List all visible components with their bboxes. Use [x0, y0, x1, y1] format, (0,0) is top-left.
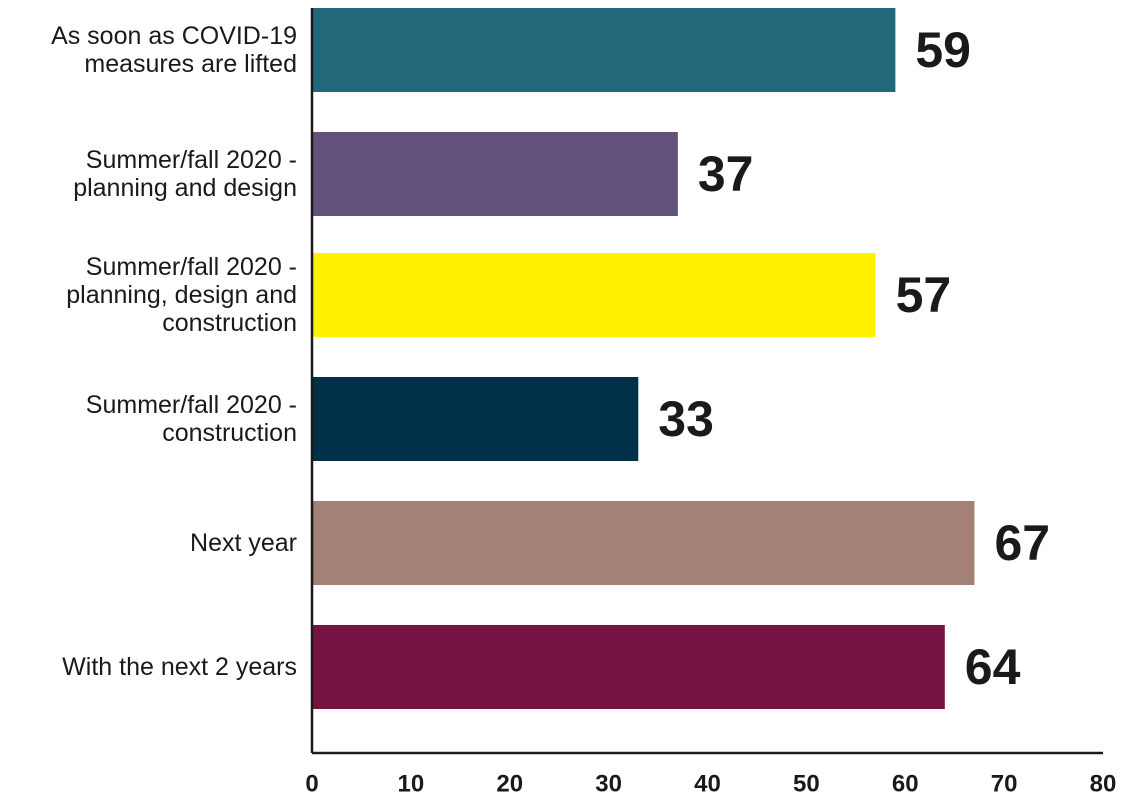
x-tick-label: 10: [398, 771, 425, 795]
bar: [313, 8, 896, 92]
bar: [313, 253, 876, 337]
category-label: With the next 2 years: [62, 653, 297, 681]
category-label: As soon as COVID-19 measures are lifted: [51, 22, 297, 78]
x-tick-label: 60: [892, 771, 919, 795]
bars-group: [313, 8, 975, 709]
bar-value-label: 59: [915, 22, 971, 78]
bar: [313, 625, 945, 709]
x-tick-label: 0: [305, 771, 318, 795]
bar: [313, 132, 678, 216]
category-label: Summer/fall 2020 -construction: [86, 391, 297, 447]
category-label: Summer/fall 2020 -planning, design and co…: [66, 253, 297, 337]
category-label: Summer/fall 2020 -planning and design: [73, 146, 297, 202]
x-tick-label: 50: [793, 771, 820, 795]
bar-value-label: 57: [896, 267, 952, 323]
x-tick-labels-group: 0 10 20 30 40 50 60 70 80: [305, 771, 1116, 795]
category-labels-group: As soon as COVID-19 measures are lifted Su…: [51, 22, 297, 681]
x-tick-label: 70: [991, 771, 1018, 795]
x-tick-label: 80: [1090, 771, 1117, 795]
bar: [313, 501, 975, 585]
bar: [313, 377, 639, 461]
bar-value-label: 37: [698, 146, 754, 202]
bar-value-label: 64: [965, 639, 1021, 695]
category-label: Next year: [190, 529, 297, 557]
x-tick-label: 40: [694, 771, 721, 795]
x-tick-label: 30: [595, 771, 622, 795]
bar-value-label: 67: [994, 515, 1050, 571]
bar-value-label: 33: [658, 391, 714, 447]
value-labels-group: 59 37 57 33 67 64: [658, 22, 1050, 695]
x-tick-label: 20: [496, 771, 523, 795]
